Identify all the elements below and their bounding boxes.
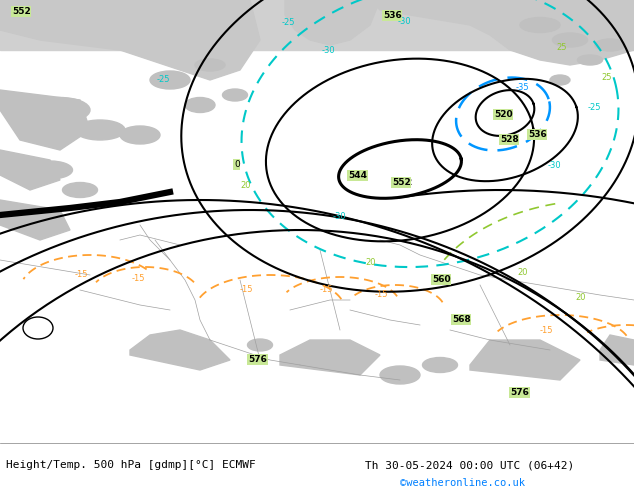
- Ellipse shape: [380, 366, 420, 384]
- Text: 544: 544: [348, 171, 367, 180]
- Text: -30: -30: [548, 161, 562, 170]
- Ellipse shape: [150, 71, 190, 89]
- Polygon shape: [130, 330, 230, 370]
- Text: -30: -30: [322, 46, 335, 55]
- Text: 568: 568: [452, 315, 471, 324]
- Polygon shape: [280, 340, 380, 375]
- Text: -30: -30: [398, 17, 411, 26]
- Text: 560: 560: [432, 275, 451, 284]
- Text: -30: -30: [333, 212, 347, 221]
- Text: 552: 552: [12, 7, 31, 16]
- Text: 25: 25: [556, 43, 567, 52]
- Text: 520: 520: [494, 110, 513, 119]
- Text: -15: -15: [132, 274, 145, 283]
- Ellipse shape: [325, 343, 355, 357]
- Text: -15: -15: [375, 290, 389, 299]
- Ellipse shape: [223, 89, 247, 101]
- Text: 0: 0: [234, 160, 240, 169]
- Text: 576: 576: [510, 388, 529, 397]
- Text: 536: 536: [383, 11, 402, 20]
- Polygon shape: [0, 90, 90, 150]
- Text: -15: -15: [240, 285, 254, 294]
- Text: 20: 20: [240, 181, 250, 190]
- Ellipse shape: [120, 126, 160, 144]
- Text: 576: 576: [248, 355, 267, 364]
- Text: -35: -35: [516, 83, 529, 92]
- Polygon shape: [0, 150, 60, 190]
- Ellipse shape: [578, 55, 602, 65]
- Polygon shape: [370, 0, 634, 65]
- Text: 20: 20: [365, 258, 375, 267]
- Ellipse shape: [75, 120, 125, 140]
- Text: 20: 20: [575, 293, 586, 302]
- Ellipse shape: [595, 39, 625, 51]
- Text: 536: 536: [528, 130, 547, 139]
- Ellipse shape: [552, 33, 588, 47]
- Ellipse shape: [247, 339, 273, 351]
- Text: 20: 20: [517, 268, 527, 277]
- Text: -15: -15: [540, 326, 553, 335]
- Text: -25: -25: [588, 103, 602, 112]
- Text: -15: -15: [320, 285, 333, 294]
- Ellipse shape: [185, 98, 215, 113]
- Polygon shape: [285, 0, 380, 45]
- Polygon shape: [0, 200, 70, 240]
- Bar: [0, 0, 634, 50]
- Polygon shape: [0, 0, 260, 80]
- Ellipse shape: [27, 161, 72, 179]
- Text: -552: -552: [392, 178, 413, 187]
- Ellipse shape: [30, 98, 90, 122]
- Ellipse shape: [520, 18, 560, 32]
- Ellipse shape: [422, 358, 458, 372]
- Text: 552: 552: [392, 178, 411, 187]
- Polygon shape: [600, 335, 634, 365]
- Text: 528: 528: [500, 135, 519, 144]
- Polygon shape: [470, 340, 580, 380]
- Ellipse shape: [550, 75, 570, 85]
- Text: Height/Temp. 500 hPa [gdmp][°C] ECMWF: Height/Temp. 500 hPa [gdmp][°C] ECMWF: [6, 460, 256, 470]
- Text: 25: 25: [601, 73, 612, 82]
- Ellipse shape: [195, 59, 225, 71]
- Ellipse shape: [63, 182, 98, 197]
- Text: -25: -25: [157, 75, 171, 84]
- Text: ©weatheronline.co.uk: ©weatheronline.co.uk: [400, 478, 525, 488]
- Text: -25: -25: [282, 18, 295, 27]
- Text: -15: -15: [75, 270, 89, 279]
- Text: 552: 552: [390, 179, 408, 188]
- Text: Th 30-05-2024 00:00 UTC (06+42): Th 30-05-2024 00:00 UTC (06+42): [365, 460, 574, 470]
